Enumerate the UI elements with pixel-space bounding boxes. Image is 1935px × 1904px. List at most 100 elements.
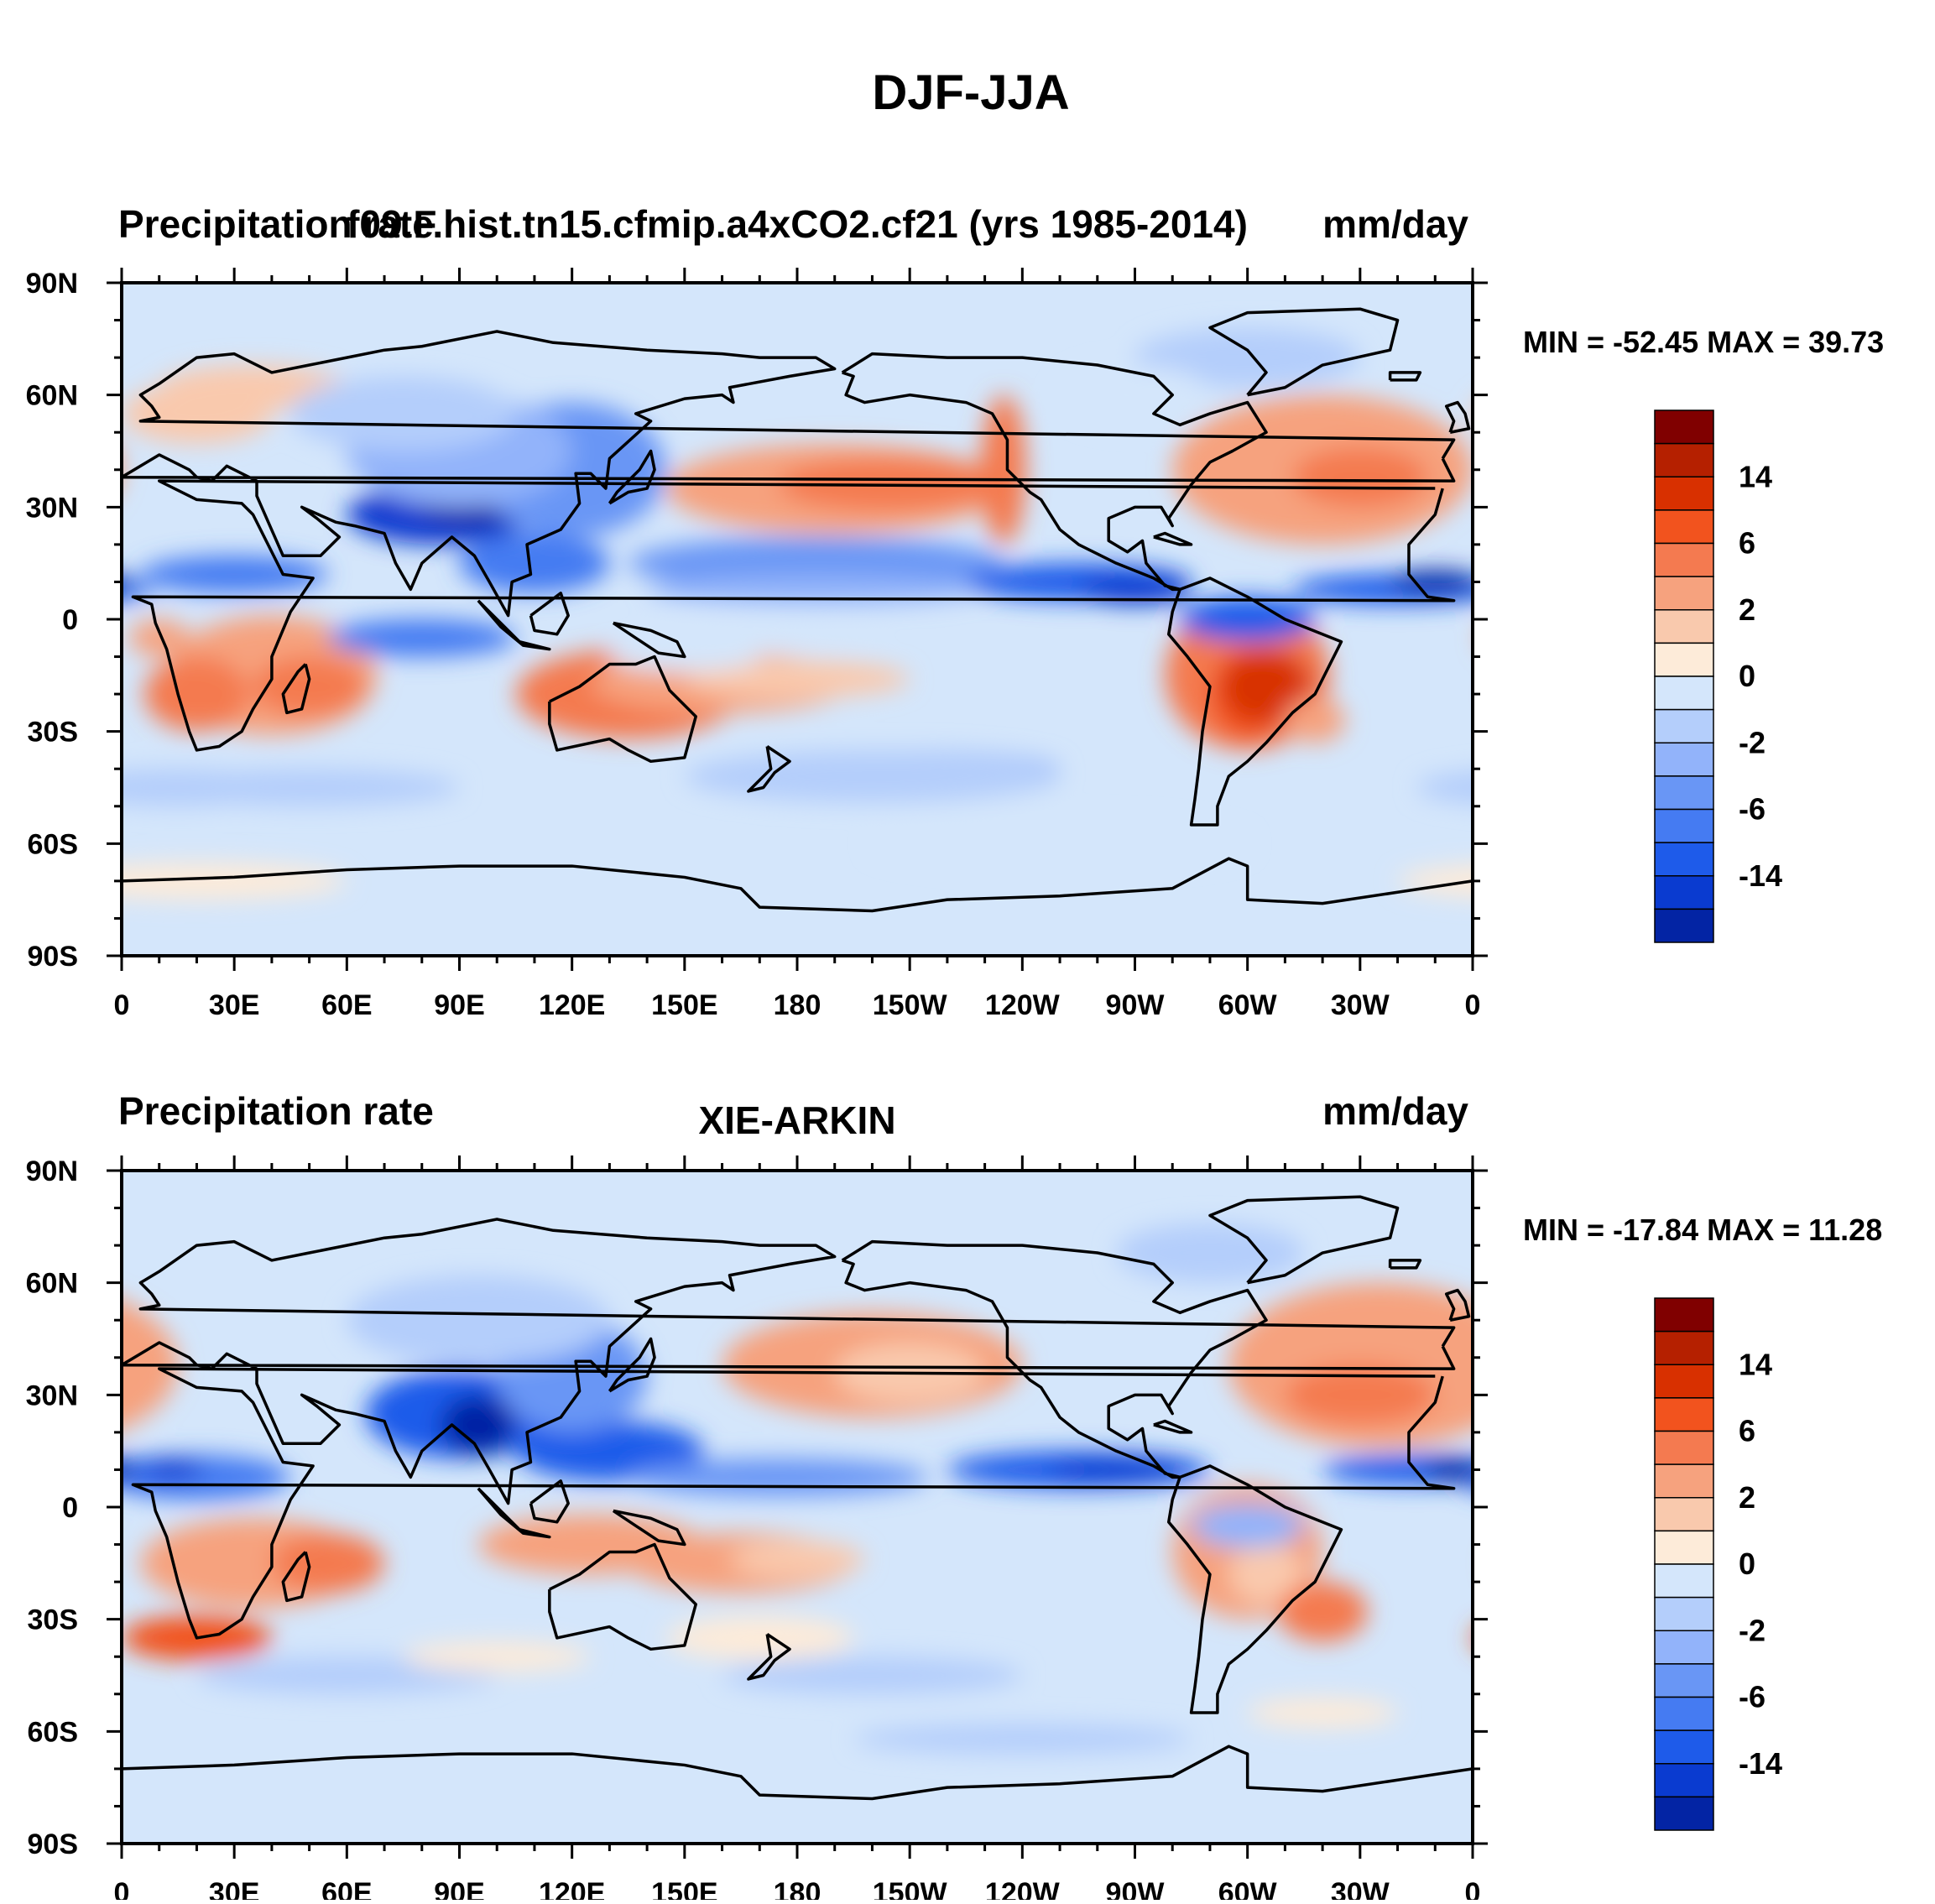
panel-2-min-max-stats: MIN = -17.84 MAX = 11.28 <box>1523 1213 1882 1247</box>
precip-anomaly-region <box>0 1582 17 1641</box>
precip-anomaly-region <box>1285 1365 1435 1425</box>
precip-anomaly-region <box>1248 1698 1398 1728</box>
precip-anomaly-region <box>665 1615 853 1660</box>
colorbar-swatch <box>1655 1598 1713 1631</box>
precip-anomaly-region <box>647 627 872 649</box>
lat-label: 30S <box>28 717 79 749</box>
colorbar-swatch <box>1655 710 1713 743</box>
precip-anomaly-region <box>1792 1395 1866 1454</box>
lat-label: 60N <box>26 1268 78 1300</box>
lon-label: 90E <box>434 989 485 1021</box>
lon-label: 30E <box>209 989 260 1021</box>
colorbar-label: -2 <box>1739 1613 1765 1647</box>
panel-1-precip-field <box>0 283 1935 956</box>
colorbar-swatch <box>1655 610 1713 644</box>
lon-label: 60W <box>1218 989 1278 1021</box>
precip-anomaly-region <box>1285 698 1345 743</box>
precip-anomaly-region <box>1754 1641 1935 1672</box>
precip-anomaly-region <box>253 657 366 717</box>
precip-anomaly-region <box>1292 447 1427 507</box>
lat-label: 60S <box>28 828 79 860</box>
lon-label: 120W <box>985 989 1061 1021</box>
precip-anomaly-region <box>403 1641 591 1672</box>
colorbar-swatch <box>1655 1797 1713 1830</box>
colorbar-swatch <box>1655 643 1713 676</box>
colorbar-label: -14 <box>1739 1746 1782 1781</box>
precip-anomaly-region <box>1773 488 1885 526</box>
colorbar-label: 2 <box>1739 1480 1755 1515</box>
lon-label: 150E <box>651 1877 717 1900</box>
colorbar-label: -2 <box>1739 725 1765 759</box>
colorbar-swatch <box>1655 1698 1713 1731</box>
precip-anomaly-region <box>1180 597 1315 641</box>
lon-label: 0 <box>1465 989 1481 1021</box>
precip-anomaly-region <box>730 1541 865 1578</box>
lat-label: 90N <box>26 1155 78 1187</box>
colorbar-swatch <box>1655 842 1713 876</box>
colorbar-label: 14 <box>1739 459 1772 493</box>
lat-label: 30N <box>26 492 78 524</box>
panel-2-units: mm/day <box>1322 1089 1468 1133</box>
lat-label: 30S <box>28 1604 79 1636</box>
lat-label: 0 <box>62 604 78 636</box>
colorbar-label: 6 <box>1739 526 1755 561</box>
precip-anomaly-region <box>1398 863 1698 900</box>
precip-anomaly-region <box>1416 769 1641 806</box>
lat-label: 90N <box>26 268 78 300</box>
precip-anomaly-region <box>47 863 347 900</box>
lon-label: 0 <box>1465 1877 1481 1900</box>
colorbar-label: 6 <box>1739 1414 1755 1448</box>
colorbar-swatch <box>1655 576 1713 610</box>
colorbar-swatch <box>1655 676 1713 710</box>
precip-anomaly-region <box>1698 395 1922 508</box>
lon-label: 0 <box>114 1877 130 1900</box>
precip-anomaly-region <box>685 750 1060 802</box>
colorbar-label: 14 <box>1739 1347 1772 1381</box>
panel-2-precip-field <box>0 1171 1935 1844</box>
colorbar-swatch <box>1655 477 1713 510</box>
precip-anomaly-region <box>65 769 290 806</box>
colorbar-swatch <box>1655 1432 1713 1465</box>
colorbar-label: -6 <box>1739 792 1765 827</box>
precip-anomaly-region <box>1698 1275 1935 1365</box>
precip-anomaly-region <box>1848 1320 1935 1432</box>
precip-anomaly-region <box>1510 365 1698 409</box>
panel-2-left-title: Precipitation rate <box>118 1089 434 1133</box>
colorbar-swatch <box>1655 743 1713 776</box>
precip-anomaly-region <box>1473 1615 1623 1660</box>
map-panel-1: Precipitation rate f09.F.hist.tn15.cfmip… <box>0 202 1935 1021</box>
colorbar-swatch <box>1655 909 1713 942</box>
lat-label: 90S <box>28 1828 79 1860</box>
precip-anomaly-region <box>1829 1515 1935 1574</box>
precip-anomaly-region <box>328 619 516 657</box>
colorbar-swatch <box>1655 1364 1713 1398</box>
colorbar-label: 0 <box>1739 1547 1755 1581</box>
colorbar-swatch <box>1655 1298 1713 1332</box>
lat-label: 0 <box>62 1492 78 1524</box>
precip-anomaly-region <box>628 1458 929 1496</box>
colorbar-swatch <box>1655 1730 1713 1764</box>
lon-label: 120W <box>985 1877 1061 1900</box>
colorbar-swatch <box>1655 510 1713 544</box>
colorbar-swatch <box>1655 1764 1713 1797</box>
precip-anomaly-region <box>1116 1223 1304 1282</box>
precip-anomaly-region <box>140 556 328 593</box>
lat-label: 60S <box>28 1716 79 1748</box>
precip-anomaly-region <box>1867 1421 1935 1481</box>
precip-anomaly-region <box>0 327 9 387</box>
colorbar-swatch <box>1655 1630 1713 1664</box>
precip-anomaly-region <box>272 1533 384 1593</box>
precip-anomaly-region <box>872 822 1247 866</box>
precip-anomaly-region <box>73 1458 133 1481</box>
panel-1-units: mm/day <box>1322 202 1468 246</box>
precip-anomaly-region <box>129 619 190 657</box>
colorbar-label: -14 <box>1739 858 1782 893</box>
lon-label: 150W <box>873 989 948 1021</box>
precip-anomaly-region <box>1277 1582 1367 1641</box>
panel-2-center-title: XIE-ARKIN <box>698 1098 895 1142</box>
